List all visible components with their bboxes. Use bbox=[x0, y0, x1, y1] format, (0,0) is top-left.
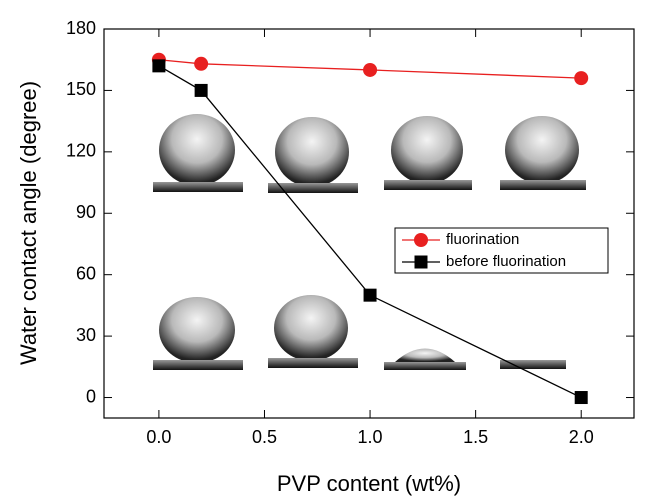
legend-label: fluorination bbox=[446, 231, 519, 248]
x-tick-label: 1.5 bbox=[463, 427, 488, 447]
x-tick-label: 0.0 bbox=[146, 427, 171, 447]
data-point bbox=[363, 62, 378, 77]
droplet bbox=[384, 348, 466, 370]
plot-frame bbox=[103, 28, 635, 419]
data-point bbox=[152, 59, 166, 73]
x-tick-label: 0.5 bbox=[252, 427, 277, 447]
y-axis-title: Water contact angle (degree) bbox=[16, 81, 41, 365]
legend-label: before fluorination bbox=[446, 253, 566, 270]
data-point bbox=[194, 56, 209, 71]
y-tick-label: 180 bbox=[66, 18, 96, 38]
series-line bbox=[158, 59, 582, 79]
droplet bbox=[268, 117, 358, 193]
data-point bbox=[363, 288, 377, 302]
droplet bbox=[268, 295, 358, 368]
y-tick-label: 150 bbox=[66, 79, 96, 99]
droplet-photos bbox=[153, 114, 586, 370]
series-line bbox=[158, 65, 582, 399]
legend-marker bbox=[414, 255, 428, 269]
droplet bbox=[500, 360, 566, 369]
droplet bbox=[153, 114, 243, 192]
data-point bbox=[194, 83, 208, 97]
x-tick-label: 2.0 bbox=[569, 427, 594, 447]
y-tick-label: 120 bbox=[66, 141, 96, 161]
data-point bbox=[574, 71, 589, 86]
droplet bbox=[153, 297, 243, 370]
legend-box bbox=[394, 227, 609, 274]
droplet bbox=[500, 116, 586, 190]
data-point bbox=[574, 391, 588, 405]
x-axis-title: PVP content (wt%) bbox=[277, 471, 461, 496]
x-tick-label: 1.0 bbox=[358, 427, 383, 447]
y-tick-label: 90 bbox=[76, 202, 96, 222]
y-tick-label: 0 bbox=[86, 386, 96, 406]
droplet bbox=[384, 116, 472, 190]
y-tick-label: 60 bbox=[76, 263, 96, 283]
y-tick-label: 30 bbox=[76, 325, 96, 345]
legend-marker bbox=[414, 233, 428, 247]
